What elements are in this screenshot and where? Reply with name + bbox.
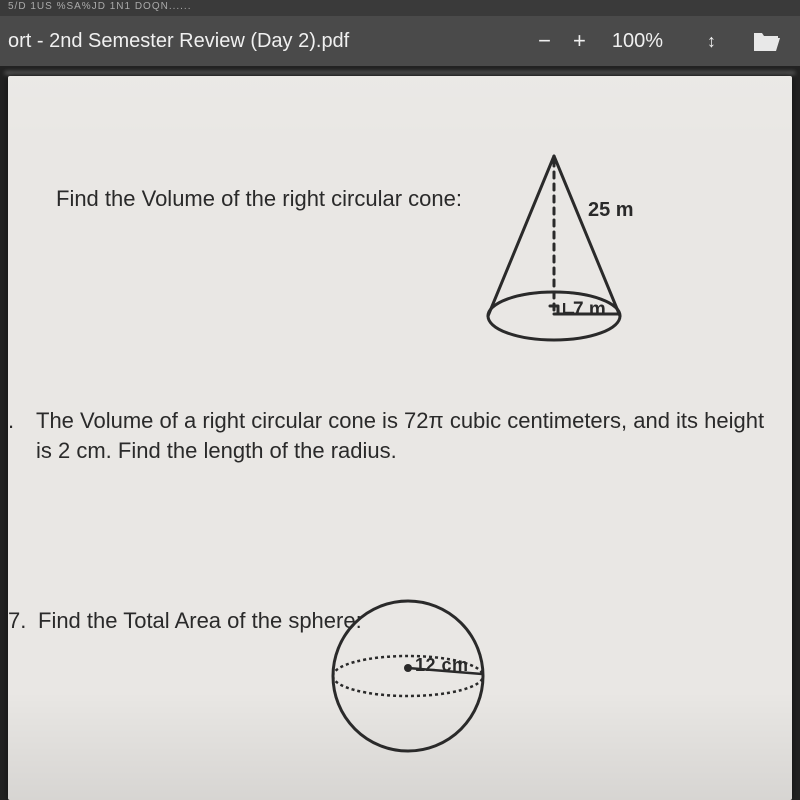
browser-url-fragment: 5/D 1US %SA%JD 1N1 DOQN...... — [0, 0, 800, 16]
fit-page-icon[interactable]: ↕ — [707, 31, 712, 52]
zoom-out-button[interactable]: − — [538, 28, 551, 54]
cone-slant-label: 25 m — [588, 199, 634, 222]
reflection-line — [5, 72, 795, 74]
question-6-text: The Volume of a right circular cone is 7… — [36, 408, 764, 463]
cone-figure: 25 m 7 m — [458, 146, 658, 371]
question-number-7: 7. — [8, 606, 26, 636]
document-title: ort - 2nd Semester Review (Day 2).pdf — [8, 30, 538, 53]
cone-radius-label: 7 m — [563, 298, 606, 321]
page-viewport[interactable]: Find the Volume of the right circular co… — [0, 66, 800, 800]
zoom-in-button[interactable]: + — [573, 28, 586, 54]
pdf-page: Find the Volume of the right circular co… — [8, 76, 792, 800]
zoom-level[interactable]: 100% — [612, 30, 663, 53]
question-number-6: . — [8, 406, 14, 436]
sphere-radius-label: 12 cm — [415, 655, 469, 676]
pdf-toolbar: ort - 2nd Semester Review (Day 2).pdf − … — [0, 16, 800, 66]
question-cone-radius-given-volume: . The Volume of a right circular cone is… — [36, 406, 766, 465]
zoom-controls: − + 100% ↕ — [538, 28, 782, 54]
open-folder-icon[interactable] — [752, 29, 782, 53]
question-7-text: Find the Total Area of the sphere: — [38, 608, 362, 633]
sphere-figure: 12 cm — [318, 586, 518, 786]
